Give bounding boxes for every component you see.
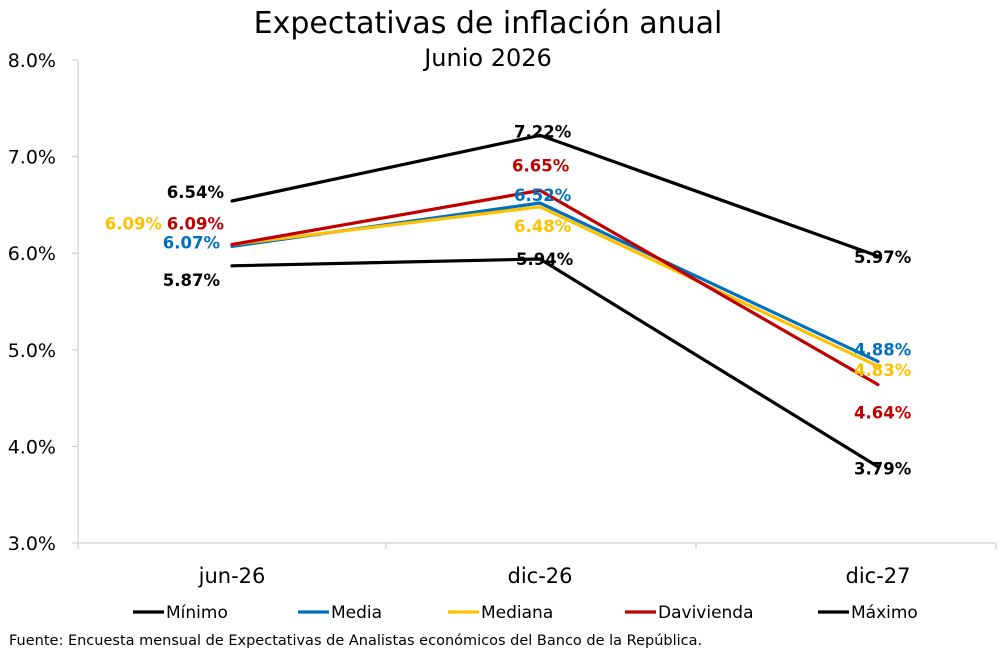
legend-label-mediana: Mediana — [481, 603, 553, 623]
data-label-mediana: 6.09% — [105, 215, 163, 234]
series-line-mediana — [230, 205, 880, 368]
legend-label-máximo: Máximo — [851, 603, 918, 623]
x-tick-label: dic-26 — [507, 564, 572, 588]
series-line-máximo — [230, 133, 880, 258]
y-tick-label: 5.0% — [8, 340, 56, 362]
chart-subtitle: Junio 2026 — [422, 44, 552, 72]
data-label-media: 6.52% — [514, 186, 572, 205]
data-label-mediana: 6.48% — [514, 217, 572, 236]
x-tick-label: dic-27 — [845, 564, 910, 588]
series-lines — [230, 133, 880, 469]
data-label-mínimo: 3.79% — [854, 460, 912, 479]
y-tick-label: 6.0% — [8, 243, 56, 265]
data-label-davivienda: 6.65% — [512, 156, 570, 175]
data-label-davivienda: 6.09% — [167, 215, 225, 234]
series-line-mínimo — [230, 257, 880, 469]
x-tick-label: jun-26 — [198, 564, 266, 588]
data-label-mínimo: 5.94% — [516, 250, 574, 269]
chart-title: Expectativas de inflación anual — [254, 6, 723, 41]
data-label-media: 6.07% — [163, 233, 221, 252]
data-label-davivienda: 4.64% — [854, 404, 912, 423]
data-label-mediana: 4.83% — [854, 361, 912, 380]
data-labels: 5.87% 5.94% 3.79% 6.07% 6.52% 4.88% 6.09% 6.48%… — [105, 122, 912, 478]
data-label-media: 4.88% — [854, 340, 912, 359]
legend: Mínimo Media Mediana Davivienda Máximo — [133, 603, 918, 623]
legend-label-media: Media — [331, 603, 382, 623]
y-tick-label: 4.0% — [8, 436, 56, 458]
y-tick-label: 7.0% — [8, 147, 56, 169]
legend-label-mínimo: Mínimo — [166, 603, 228, 623]
data-label-mínimo: 5.87% — [163, 271, 221, 290]
y-tick-label: 3.0% — [8, 533, 56, 555]
legend-label-davivienda: Davivienda — [658, 603, 754, 623]
data-label-máximo: 6.54% — [167, 183, 225, 202]
data-label-máximo: 7.22% — [514, 122, 572, 141]
axes: 3.0% 4.0% 5.0% 6.0% 7.0% 8.0% jun-26 dic-26 dic-… — [8, 50, 997, 588]
data-label-máximo: 5.97% — [854, 248, 912, 267]
y-tick-label: 8.0% — [8, 50, 56, 72]
series-line-davivienda — [230, 188, 880, 387]
source-note: Fuente: Encuesta mensual de Expectativas… — [9, 633, 703, 649]
